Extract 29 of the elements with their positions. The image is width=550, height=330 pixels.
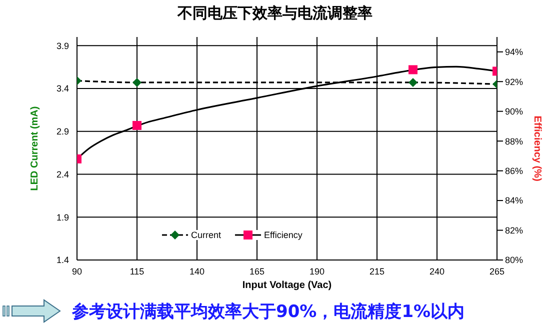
- x-tick-label: 240: [429, 266, 445, 276]
- y-tick-label: 2.9: [56, 126, 69, 137]
- y-tick-label: 2.4: [56, 169, 69, 180]
- y2-tick-label: 86%: [505, 166, 524, 176]
- text: 参考设计满载平均效率大于90%，电流精度1%以内: [72, 300, 465, 322]
- y2-tick-label: 92%: [505, 76, 524, 87]
- y2-tick-label: 82%: [505, 225, 524, 236]
- y2-tick-label: 84%: [505, 196, 524, 206]
- y-tick-label: 1.4: [56, 255, 69, 266]
- x-tick-label: 115: [130, 266, 144, 276]
- x-tick-label: 190: [309, 266, 325, 276]
- y-tick-label: 3.4: [56, 84, 69, 94]
- y2-axis-title: Efficiency (%): [531, 116, 542, 182]
- x-tick-label: 165: [249, 266, 265, 276]
- x-tick-label: 215: [369, 266, 385, 276]
- legend-label: Current: [191, 230, 222, 240]
- y2-tick-label: 90%: [505, 106, 524, 117]
- x-axis-title: Input Voltage (Vac): [242, 280, 332, 291]
- y2-tick-label: 80%: [505, 255, 524, 266]
- chart-title: 不同电压下效率与电流调整率: [176, 4, 374, 23]
- y-tick-label: 3.9: [56, 40, 69, 51]
- x-tick-label: 265: [489, 266, 505, 276]
- y2-tick-label: 94%: [505, 47, 524, 58]
- legend-label: Efficiency: [264, 230, 302, 240]
- x-tick-label: 140: [189, 266, 205, 276]
- y2-tick-label: 88%: [505, 136, 524, 146]
- x-tick-label: 90: [72, 266, 82, 276]
- y-axis-title: LED Current (mA): [30, 106, 41, 191]
- y-tick-label: 1.9: [56, 212, 69, 222]
